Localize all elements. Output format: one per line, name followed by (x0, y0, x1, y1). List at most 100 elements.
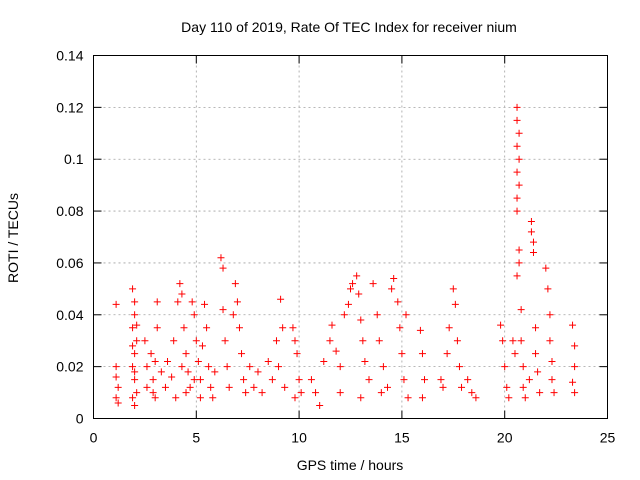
y-tick-label: 0 (76, 411, 84, 427)
data-point (546, 311, 554, 319)
data-point (361, 357, 369, 365)
data-point (529, 238, 537, 246)
data-point (353, 272, 361, 280)
data-point (149, 376, 157, 384)
data-point (328, 321, 336, 329)
data-point (312, 389, 320, 397)
data-point (217, 254, 225, 262)
data-point (205, 363, 213, 371)
data-point (513, 142, 521, 150)
data-point (384, 383, 392, 391)
data-point (532, 350, 540, 358)
data-point (347, 285, 354, 293)
data-point (513, 103, 521, 111)
data-points (112, 103, 579, 410)
data-point (240, 376, 248, 384)
data-point (190, 376, 198, 384)
data-point (182, 350, 190, 358)
data-point (464, 376, 472, 384)
data-point (233, 298, 241, 306)
data-point (357, 316, 365, 324)
data-point (513, 168, 521, 176)
data-point (211, 368, 219, 376)
data-point (112, 300, 120, 308)
data-point (293, 350, 301, 358)
data-point (196, 376, 204, 384)
data-point (229, 311, 237, 319)
data-point (129, 394, 137, 402)
data-point (129, 363, 137, 371)
data-point (291, 394, 299, 402)
data-point (458, 383, 466, 391)
data-point (277, 295, 285, 303)
data-point (258, 389, 266, 397)
data-point (521, 394, 529, 402)
data-point (242, 389, 250, 397)
data-point (147, 350, 155, 358)
data-point (455, 363, 463, 371)
data-point (515, 181, 523, 189)
data-point (513, 272, 521, 280)
data-point (548, 357, 556, 365)
data-point (375, 337, 383, 345)
data-point (396, 324, 404, 332)
data-point (131, 368, 139, 376)
data-point (394, 298, 402, 306)
data-point (182, 389, 190, 397)
x-axis-label: GPS time / hours (297, 457, 404, 473)
data-point (281, 383, 289, 391)
data-point (133, 321, 141, 329)
data-point (188, 298, 196, 306)
data-point (264, 357, 272, 365)
data-point (316, 402, 324, 410)
data-point (379, 363, 387, 371)
data-point (112, 373, 120, 381)
data-point (532, 324, 540, 332)
data-point (223, 363, 231, 371)
x-tick-label: 20 (497, 430, 513, 446)
data-point (544, 285, 552, 293)
data-point (548, 376, 556, 384)
data-point (194, 357, 202, 365)
data-point (238, 350, 246, 358)
data-point (129, 285, 137, 293)
data-point (289, 324, 297, 332)
data-point (534, 368, 542, 376)
data-point (515, 259, 523, 267)
data-point (519, 383, 527, 391)
y-tick-label: 0.14 (56, 48, 83, 64)
data-point (515, 246, 523, 254)
data-point (468, 389, 476, 397)
data-point (513, 207, 521, 215)
axis-ticks (93, 55, 608, 419)
data-point (231, 280, 239, 288)
data-point (272, 337, 280, 345)
data-point (275, 363, 283, 371)
data-point (515, 155, 523, 163)
data-point (141, 337, 149, 345)
data-point (332, 347, 340, 355)
data-point (219, 264, 227, 272)
data-point (416, 326, 424, 334)
data-point (131, 311, 139, 319)
data-point (209, 394, 217, 402)
data-point (112, 363, 120, 371)
data-point (529, 249, 537, 257)
data-point (190, 311, 198, 319)
data-point (133, 389, 141, 397)
data-point (513, 116, 521, 124)
data-point (172, 394, 180, 402)
y-tick-label: 0.1 (64, 151, 84, 167)
data-point (151, 357, 159, 365)
y-axis-label: ROTI / TECUs (5, 193, 21, 283)
data-point (418, 350, 426, 358)
data-point (279, 324, 287, 332)
data-point (365, 376, 373, 384)
data-point (443, 350, 451, 358)
data-point (203, 324, 211, 332)
data-point (453, 337, 461, 345)
data-point (297, 389, 305, 397)
data-point (511, 350, 519, 358)
data-point (513, 194, 521, 202)
data-point (355, 290, 363, 298)
